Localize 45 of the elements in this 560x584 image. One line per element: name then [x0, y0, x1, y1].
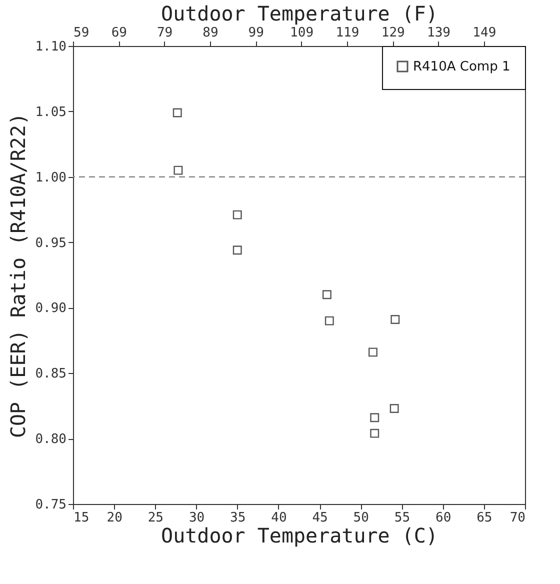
point — [174, 166, 183, 175]
x-tick-label: 45 — [312, 510, 328, 526]
x2-tick-label: 109 — [290, 26, 314, 40]
y-tick-label: 0.75 — [35, 498, 66, 512]
x-tick-label: 55 — [394, 510, 410, 526]
y-tick-label: 0.85 — [35, 366, 66, 382]
point — [232, 246, 242, 255]
x-tick-label: 20 — [106, 510, 122, 526]
y-tick-label: 0.95 — [35, 236, 66, 251]
x-tick-label: 60 — [435, 510, 452, 526]
point — [370, 428, 380, 438]
point — [368, 348, 378, 357]
x2-axis-title: Outdoor Temperature (F) — [161, 2, 438, 26]
x-axis-title: Outdoor Temperature (C) — [161, 524, 438, 548]
y-tick-label: 1.00 — [35, 170, 66, 186]
x2-tick-label: 89 — [202, 26, 218, 40]
x2-tick-label: 139 — [427, 26, 450, 40]
y-tick-label: 0.80 — [35, 432, 66, 448]
y-axis-title: COP (EER) Ratio (R410A/R22) — [6, 112, 30, 438]
x-tick-label: 40 — [271, 510, 287, 526]
point — [324, 316, 334, 326]
x2-tick-label: 59 — [74, 26, 90, 40]
x2-tick-label: 119 — [336, 26, 360, 40]
x2-tick-label: 99 — [248, 26, 264, 40]
x2-tick-label: 69 — [111, 26, 127, 40]
x2-tick-label: 129 — [381, 26, 405, 40]
legend-label: R410A Comp 1 — [413, 60, 510, 74]
x-tick-label: 25 — [148, 510, 164, 526]
point — [390, 404, 399, 413]
point — [390, 315, 400, 324]
y-tick-label: 1.05 — [35, 104, 66, 120]
y-tick-label: 0.90 — [35, 301, 66, 316]
x-tick-label: 15 — [74, 510, 90, 526]
point — [370, 413, 380, 422]
y-tick-label: 1.10 — [35, 40, 66, 54]
x-tick-label: 30 — [188, 510, 205, 526]
x2-tick-label: 149 — [472, 26, 496, 40]
x-tick-label: 65 — [476, 510, 492, 526]
point — [322, 290, 332, 300]
point — [172, 108, 182, 118]
x-tick-label: 35 — [230, 510, 246, 526]
point — [232, 210, 242, 220]
x-tick-label: 70 — [510, 510, 526, 526]
x-tick-label: 50 — [353, 510, 369, 526]
x2-tick-label: 79 — [156, 26, 173, 40]
